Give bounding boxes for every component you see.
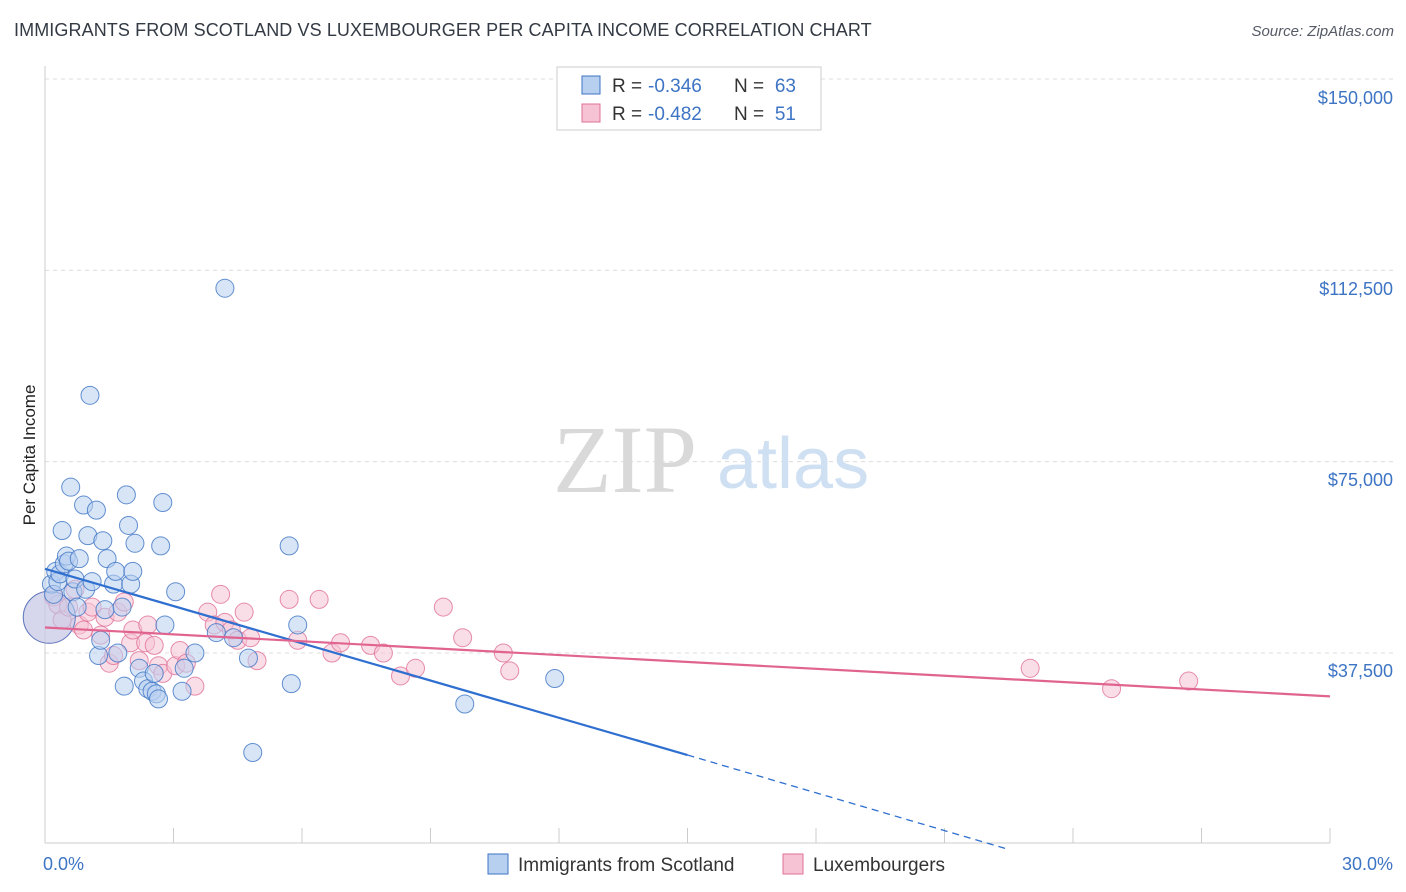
point-scotland-20 xyxy=(86,500,106,520)
point-scotland-44 xyxy=(153,492,173,512)
y-axis-label: Per Capita Income xyxy=(20,385,39,526)
point-luxembourgers-34 xyxy=(234,602,254,622)
legend-n-label-scotland: N = xyxy=(734,76,764,97)
point-scotland-34 xyxy=(123,561,143,581)
point-scotland-10 xyxy=(61,477,81,497)
point-scotland-59 xyxy=(545,669,565,689)
legend-r-label-scotland: R = xyxy=(612,76,642,97)
point-scotland-51 xyxy=(215,278,235,298)
point-luxembourgers-52 xyxy=(1179,671,1199,691)
legend-frame xyxy=(556,66,822,131)
point-luxembourgers-47 xyxy=(453,628,473,648)
watermark: ZIP atlas xyxy=(553,406,869,513)
bottom-legend-label-scotland: Immigrants from Scotland xyxy=(518,855,734,876)
point-scotland-6 xyxy=(52,521,72,541)
point-luxembourgers-50 xyxy=(1020,658,1040,678)
legend-swatch-luxembourgers xyxy=(581,103,601,123)
point-scotland-28 xyxy=(108,643,128,663)
point-scotland-55 xyxy=(279,536,299,556)
point-luxembourgers-46 xyxy=(433,597,453,617)
point-luxembourgers-37 xyxy=(279,589,299,609)
point-luxembourgers-30 xyxy=(211,584,231,604)
chart-title: IMMIGRANTS FROM SCOTLAND VS LUXEMBOURGER… xyxy=(14,20,872,40)
watermark-zip: ZIP xyxy=(553,406,697,513)
point-luxembourgers-20 xyxy=(138,615,158,635)
point-scotland-43 xyxy=(151,536,171,556)
point-luxembourgers-21 xyxy=(144,635,164,655)
grid-layer xyxy=(45,78,1395,654)
trendline-scotland xyxy=(44,567,688,757)
point-luxembourgers-49 xyxy=(500,661,520,681)
trendline-scotland-extension xyxy=(687,754,1009,851)
point-scotland-24 xyxy=(95,600,115,620)
point-scotland-47 xyxy=(172,681,192,701)
bottom-legend-swatch-scotland xyxy=(487,853,509,875)
legend-r-label-luxembourgers: R = xyxy=(612,104,642,125)
point-scotland-14 xyxy=(69,549,89,569)
point-scotland-42 xyxy=(149,689,169,709)
point-scotland-32 xyxy=(119,515,139,535)
legend-n-value-scotland: 63 xyxy=(775,76,796,97)
point-scotland-27 xyxy=(106,561,126,581)
legend-box: R = -0.346 N = 63 R = -0.482 N = 51 xyxy=(556,66,822,131)
legend-n-value-luxembourgers: 51 xyxy=(775,104,796,125)
y-tick-label-75000: $75,000 xyxy=(1328,470,1393,490)
y-tick-label-112500: $112,500 xyxy=(1319,279,1393,299)
point-scotland-31 xyxy=(116,485,136,505)
point-scotland-46 xyxy=(166,582,186,602)
y-tick-label-150000: $150,000 xyxy=(1318,88,1393,108)
point-scotland-40 xyxy=(144,663,164,683)
trendline-luxembourgers xyxy=(44,626,1331,698)
point-scotland-56 xyxy=(281,674,301,694)
y-tick-labels: $150,000 $112,500 $75,000 $37,500 xyxy=(1318,88,1393,681)
axis-layer xyxy=(44,66,1331,844)
bottom-legend: Immigrants from Scotland Luxembourgers xyxy=(487,853,945,876)
point-scotland-29 xyxy=(112,597,132,617)
point-luxembourgers-51 xyxy=(1102,679,1122,699)
x-tick-label-max: 30.0% xyxy=(1342,854,1393,874)
legend-r-value-luxembourgers: -0.482 xyxy=(648,104,702,125)
point-scotland-58 xyxy=(455,694,475,714)
point-scotland-18 xyxy=(80,385,100,405)
bottom-legend-label-luxembourgers: Luxembourgers xyxy=(813,855,945,876)
x-tick-label-min: 0.0% xyxy=(43,854,84,874)
bottom-legend-swatch-luxembourgers xyxy=(782,853,804,875)
point-luxembourgers-43 xyxy=(373,643,393,663)
point-scotland-54 xyxy=(243,742,263,762)
point-scotland-57 xyxy=(288,615,308,635)
points-layer xyxy=(22,278,1199,762)
trend-layer xyxy=(44,567,1331,851)
point-scotland-53 xyxy=(238,648,258,668)
point-scotland-45 xyxy=(155,615,175,635)
point-scotland-50 xyxy=(206,623,226,643)
y-tick-label-37500: $37,500 xyxy=(1328,661,1393,681)
point-scotland-48 xyxy=(174,658,194,678)
source-label: Source: ZipAtlas.com xyxy=(1251,23,1394,40)
point-scotland-30 xyxy=(114,676,134,696)
point-scotland-13 xyxy=(67,597,87,617)
point-scotland-23 xyxy=(93,531,113,551)
point-luxembourgers-39 xyxy=(309,589,329,609)
watermark-atlas: atlas xyxy=(717,424,869,504)
point-scotland-49 xyxy=(185,643,205,663)
legend-n-label-luxembourgers: N = xyxy=(734,104,764,125)
legend-r-value-scotland: -0.346 xyxy=(648,76,702,97)
point-scotland-22 xyxy=(91,630,111,650)
point-scotland-35 xyxy=(125,533,145,553)
legend-swatch-scotland xyxy=(581,75,601,95)
